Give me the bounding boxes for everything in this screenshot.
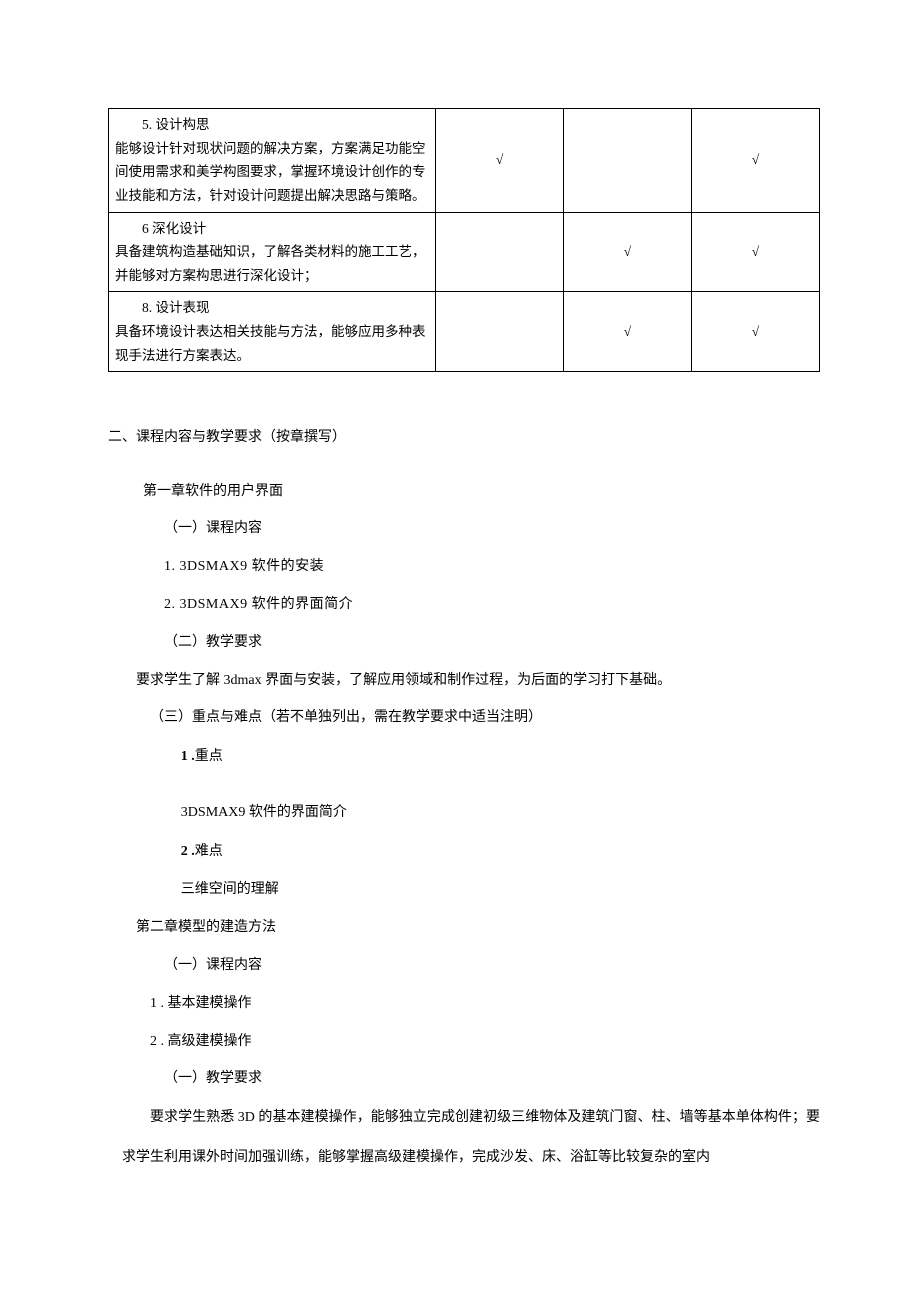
row-body: 具备环境设计表达相关技能与方法，能够应用多种表现手法进行方案表达。	[115, 324, 426, 363]
requirements-table: 5. 设计构思 能够设计针对现状问题的解决方案，方案满足功能空间使用需求和美学构…	[108, 108, 820, 372]
cell-mark: √	[436, 109, 564, 213]
difficulty-number: 2 .	[181, 844, 195, 859]
cell-mark: √	[692, 212, 820, 292]
subsection-heading: （一）课程内容	[164, 510, 820, 548]
row-body: 能够设计针对现状问题的解决方案，方案满足功能空间使用需求和美学构图要求，掌握环境…	[115, 141, 426, 203]
list-item: 1 . 基本建模操作	[150, 985, 820, 1023]
chapter-1-title: 第一章软件的用户界面	[143, 473, 820, 511]
keypoint-heading: 1 .重点	[181, 737, 820, 776]
subsection-heading: （一）课程内容	[164, 947, 820, 985]
table-row: 8. 设计表现 具备环境设计表达相关技能与方法，能够应用多种表现手法进行方案表达…	[109, 292, 820, 372]
row-description: 5. 设计构思 能够设计针对现状问题的解决方案，方案满足功能空间使用需求和美学构…	[109, 109, 436, 213]
subsection-heading: （三）重点与难点（若不单独列出，需在教学要求中适当注明）	[150, 699, 820, 737]
cell-mark: √	[564, 212, 692, 292]
section-heading: 二、课程内容与教学要求（按章撰写）	[108, 420, 820, 456]
keypoint-label: 重点	[195, 749, 223, 764]
subsection-heading: （二）教学要求	[164, 624, 820, 662]
spacer	[108, 776, 820, 794]
table-row: 6 深化设计 具备建筑构造基础知识，了解各类材料的施工工艺，并能够对方案构思进行…	[109, 212, 820, 292]
list-item: 2. 3DSMAX9 软件的界面简介	[164, 586, 820, 624]
row-description: 8. 设计表现 具备环境设计表达相关技能与方法，能够应用多种表现手法进行方案表达…	[109, 292, 436, 372]
chapter-2-title: 第二章模型的建造方法	[136, 909, 820, 947]
cell-mark	[436, 292, 564, 372]
row-title: 6 深化设计	[115, 217, 429, 241]
keypoint-number: 1 .	[181, 749, 195, 764]
difficulty-text: 三维空间的理解	[181, 871, 820, 909]
list-item: 2 . 高级建模操作	[150, 1023, 820, 1061]
row-title: 8. 设计表现	[115, 296, 429, 320]
cell-mark	[436, 212, 564, 292]
paragraph: 要求学生熟悉 3D 的基本建模操作，能够独立完成创建初级三维物体及建筑门窗、柱、…	[122, 1098, 820, 1178]
row-title: 5. 设计构思	[115, 113, 429, 137]
body-text: 要求学生了解 3dmax 界面与安装，了解应用领域和制作过程，为后面的学习打下基…	[136, 662, 820, 700]
subsection-heading: （一）教学要求	[164, 1060, 820, 1098]
row-body: 具备建筑构造基础知识，了解各类材料的施工工艺，并能够对方案构思进行深化设计；	[115, 244, 426, 283]
cell-mark: √	[692, 109, 820, 213]
cell-mark	[564, 109, 692, 213]
table-row: 5. 设计构思 能够设计针对现状问题的解决方案，方案满足功能空间使用需求和美学构…	[109, 109, 820, 213]
cell-mark: √	[564, 292, 692, 372]
difficulty-heading: 2 .难点	[181, 832, 820, 871]
document-page: 5. 设计构思 能够设计针对现状问题的解决方案，方案满足功能空间使用需求和美学构…	[0, 0, 920, 1238]
list-item: 1. 3DSMAX9 软件的安装	[164, 548, 820, 586]
cell-mark: √	[692, 292, 820, 372]
keypoint-text: 3DSMAX9 软件的界面简介	[181, 794, 820, 832]
difficulty-label: 难点	[195, 844, 223, 859]
row-description: 6 深化设计 具备建筑构造基础知识，了解各类材料的施工工艺，并能够对方案构思进行…	[109, 212, 436, 292]
